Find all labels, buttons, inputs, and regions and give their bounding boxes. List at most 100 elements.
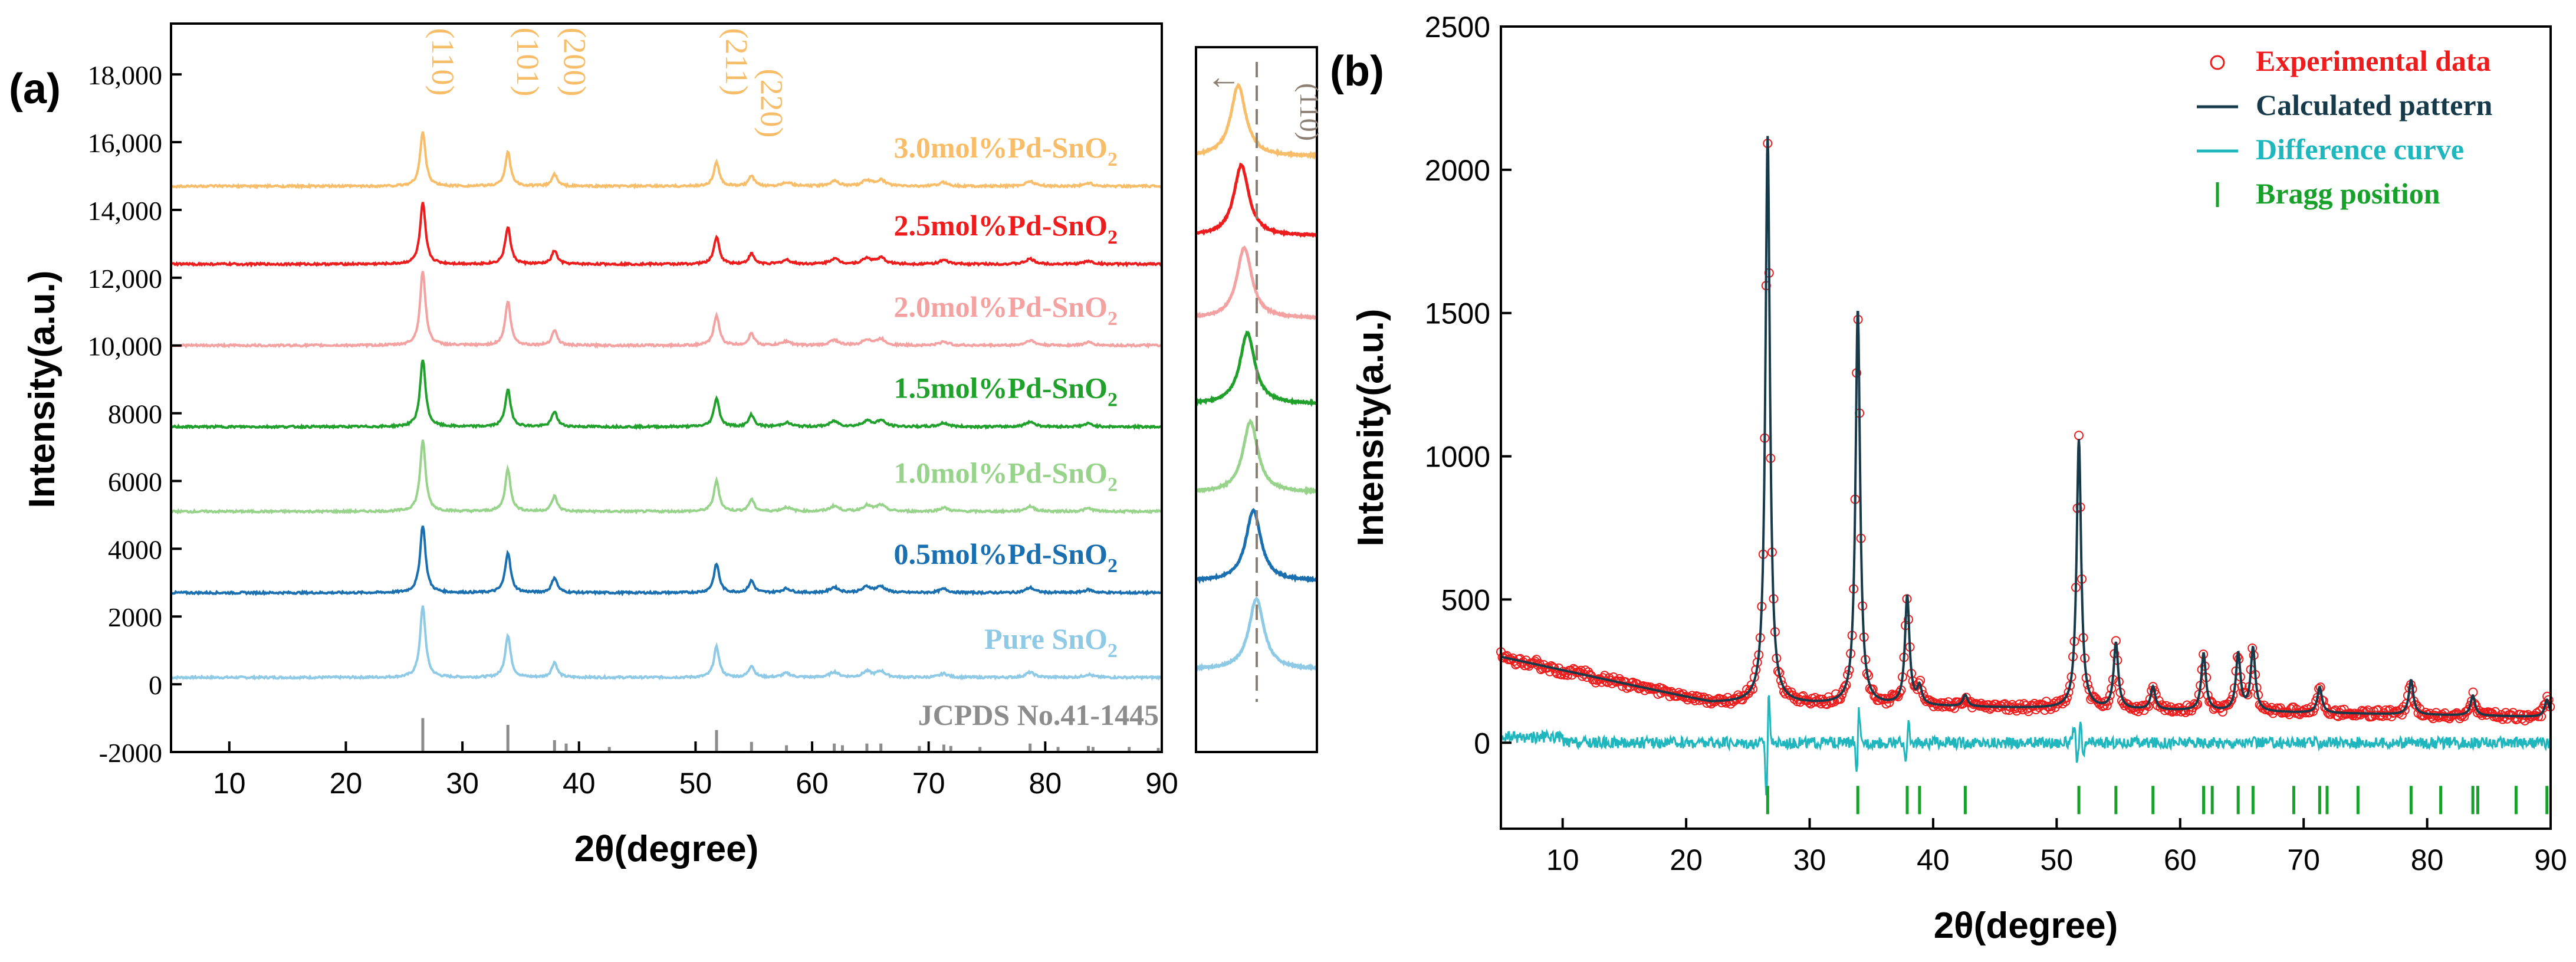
y-tick-label-8: 14,000	[88, 196, 163, 226]
panel-b-xlabel: 2θ(degree)	[1934, 905, 2118, 946]
b-x-tick-label-7: 80	[2411, 843, 2444, 876]
exp-point	[1983, 700, 1993, 710]
exp-point	[1699, 692, 1709, 702]
panel-b-label: (b)	[1330, 48, 1384, 95]
experimental-points	[1496, 139, 2555, 725]
series-label-2: 1.0mol%Pd-SnO2	[893, 456, 1118, 495]
exp-point	[1515, 654, 1525, 664]
b-x-tick-label-5: 60	[2164, 843, 2197, 876]
b-y-tick-label-4: 2000	[1425, 154, 1490, 187]
series-line-0	[170, 605, 1162, 681]
series-line-4	[170, 271, 1162, 349]
exp-point	[2074, 431, 2084, 441]
panel-b-plot: 10 20 30 40 50 60 70 80 90 0 500 1000 1500 2000 2500	[1425, 11, 2567, 876]
b-x-tick-label-4: 50	[2041, 843, 2074, 876]
y-tick-label-4: 6000	[108, 467, 162, 497]
difference-line	[1500, 695, 2551, 796]
x-tick-label-5: 60	[796, 767, 829, 800]
inset-110: (110) ←	[1194, 46, 1325, 753]
peak-label-4: (220)	[754, 69, 789, 138]
b-y-tick-label-1: 500	[1441, 583, 1490, 616]
legend-label-1: Calculated pattern	[2256, 88, 2493, 122]
series-line-5	[170, 202, 1162, 268]
inset-frame	[1195, 46, 1318, 753]
panel-a-plot: Pure SnO2 0.5mol%Pd-SnO2 1.0mol%Pd-SnO2 1.5…	[88, 28, 1178, 800]
exp-point	[2370, 710, 2380, 720]
series-label-6: 3.0mol%Pd-SnO2	[893, 131, 1118, 170]
exp-point	[1840, 682, 1849, 692]
series-label-5: 2.5mol%Pd-SnO2	[893, 209, 1118, 248]
peak-label-0: (110)	[425, 28, 461, 96]
x-tick-label-4: 50	[679, 767, 712, 800]
y-tick-label-2: 2000	[108, 602, 162, 632]
x-tick-label-2: 30	[446, 767, 479, 800]
x-tick-label-7: 80	[1029, 767, 1062, 800]
exp-point	[1815, 694, 1825, 704]
panel-b: (b) 10 20 30 40 50 60 70 80 90 0 500 1000 1500 2000 25…	[1330, 11, 2567, 946]
exp-point	[2309, 703, 2319, 713]
x-tick-label-8: 90	[1145, 767, 1178, 800]
inset-peak-label: (110)	[1294, 83, 1325, 141]
exp-point	[1837, 690, 1846, 700]
reference-label: JCPDS No.41-1445	[918, 698, 1159, 731]
peak-label-3: (211)	[719, 28, 754, 96]
y-tick-label-1: 0	[149, 670, 162, 700]
panel-a-frame	[170, 22, 1163, 753]
b-y-tick-label-0: 0	[1474, 727, 1490, 760]
x-tick-label-3: 40	[563, 767, 596, 800]
b-x-tick-label-8: 90	[2534, 843, 2567, 876]
y-tick-label-6: 10,000	[88, 331, 163, 362]
b-x-tick-label-6: 70	[2287, 843, 2320, 876]
legend-label-2: Difference curve	[2256, 133, 2464, 166]
panel-a-label: (a)	[9, 65, 61, 113]
peak-label-2: (200)	[557, 28, 592, 97]
series-line-2	[170, 439, 1162, 515]
panel-a-xlabel: 2θ(degree)	[574, 829, 759, 869]
series-label-4: 2.0mol%Pd-SnO2	[893, 290, 1118, 330]
inset-line-1	[1194, 162, 1319, 239]
exp-point	[1884, 698, 1894, 708]
b-y-tick-label-5: 2500	[1425, 11, 1490, 44]
b-x-tick-label-3: 40	[1917, 843, 1950, 876]
b-x-tick-label-1: 20	[1670, 843, 1703, 876]
exp-point	[2148, 682, 2158, 692]
series-label-3: 1.5mol%Pd-SnO2	[893, 372, 1118, 411]
exp-point	[2101, 697, 2111, 707]
panel-b-ylabel: Intensity(a.u.)	[1351, 308, 1391, 546]
x-tick-label-6: 70	[912, 767, 945, 800]
exp-point	[2515, 710, 2525, 720]
y-tick-label-3: 4000	[108, 534, 162, 564]
inset-shift-arrow: ←	[1206, 57, 1241, 96]
exp-point	[1607, 678, 1617, 688]
panel-a: (a) Pure SnO2 0.5mol%Pd-SnO2 1.0mol%Pd-SnO…	[9, 22, 1178, 869]
panel-b-frame	[1500, 25, 2552, 830]
b-y-tick-label-3: 1500	[1425, 297, 1490, 330]
peak-label-1: (101)	[510, 28, 546, 97]
series-line-1	[170, 526, 1162, 596]
x-tick-label-1: 20	[330, 767, 363, 800]
exp-point	[2206, 696, 2216, 706]
legend-label-0: Experimental data	[2256, 44, 2491, 77]
exp-point	[2358, 707, 2368, 717]
exp-point	[2357, 705, 2367, 715]
inset-plot	[1194, 62, 1319, 702]
b-x-tick-label-0: 10	[1546, 843, 1579, 876]
x-tick-label-0: 10	[213, 767, 246, 800]
exp-point	[2142, 700, 2152, 710]
y-tick-label-10: 18,000	[88, 60, 163, 90]
series-label-1: 0.5mol%Pd-SnO2	[893, 537, 1118, 577]
y-tick-label-0: -2000	[99, 738, 162, 768]
panel-a-ylabel: Intensity(a.u.)	[22, 270, 63, 508]
y-tick-label-9: 16,000	[88, 128, 163, 158]
exp-point	[1674, 688, 1684, 698]
legend-marker-0	[2210, 55, 2225, 70]
b-y-tick-label-2: 1000	[1425, 441, 1490, 474]
exp-point	[1964, 698, 1974, 708]
exp-point	[2087, 692, 2097, 702]
calculated-line	[1500, 136, 2552, 718]
exp-point	[2190, 699, 2200, 709]
exp-point	[2348, 711, 2358, 721]
exp-point	[2400, 705, 2410, 715]
b-x-tick-label-2: 30	[1793, 843, 1826, 876]
